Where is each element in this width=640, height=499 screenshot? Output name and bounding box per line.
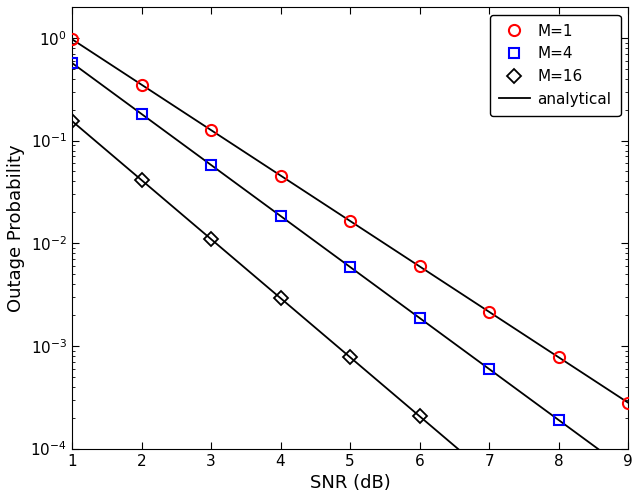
M=1 — [138, 82, 145, 88]
M=4 — [346, 264, 354, 270]
M=1 — [416, 263, 424, 269]
M=16 — [207, 236, 215, 242]
M=16 — [68, 118, 76, 124]
M=16 — [276, 295, 284, 301]
M=4 — [416, 315, 424, 321]
Line: M=16: M=16 — [67, 116, 494, 480]
M=1 — [485, 309, 493, 315]
Y-axis label: Outage Probability: Outage Probability — [7, 144, 25, 311]
M=4 — [207, 162, 215, 168]
M=4 — [138, 111, 145, 117]
M=16 — [485, 473, 493, 479]
M=1 — [276, 173, 284, 179]
Line: M=1: M=1 — [67, 33, 634, 408]
Legend: M=1, M=4, M=16, analytical: M=1, M=4, M=16, analytical — [490, 14, 621, 116]
X-axis label: SNR (dB): SNR (dB) — [310, 474, 390, 492]
Line: M=4: M=4 — [67, 58, 563, 425]
M=1 — [207, 127, 215, 133]
M=4 — [68, 60, 76, 66]
M=1 — [68, 36, 76, 42]
M=4 — [276, 213, 284, 219]
M=16 — [138, 177, 145, 183]
M=1 — [346, 218, 354, 224]
M=1 — [625, 400, 632, 406]
M=1 — [555, 354, 563, 360]
M=16 — [346, 354, 354, 360]
M=4 — [555, 417, 563, 423]
M=4 — [485, 366, 493, 372]
M=16 — [416, 413, 424, 419]
